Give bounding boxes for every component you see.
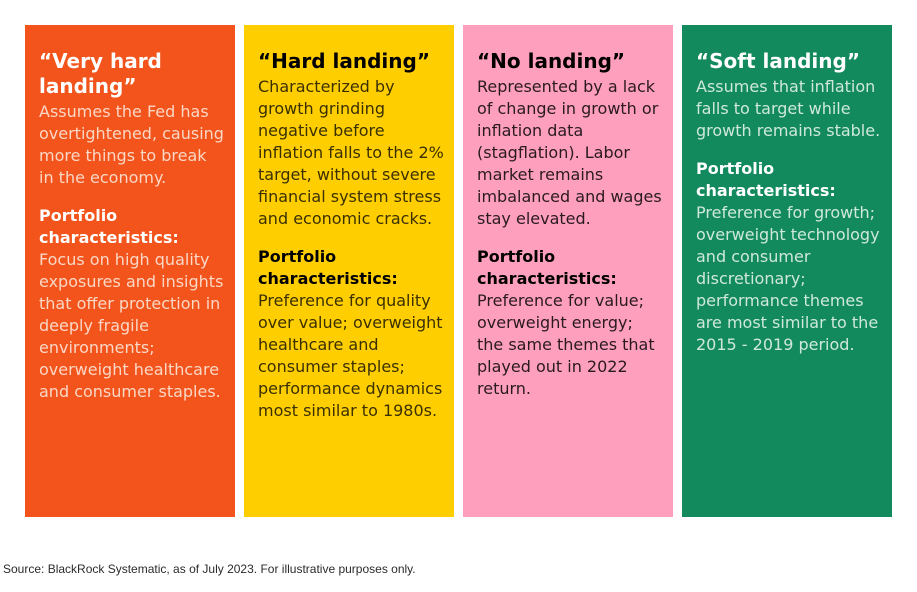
card-no-landing: “No landing” Represented by a lack of ch… <box>463 25 673 517</box>
card-title: “Soft landing” <box>696 49 860 73</box>
portfolio-text: Preference for growth; overweight techno… <box>696 203 880 354</box>
card-title: “No landing” <box>477 49 626 73</box>
scenario-cards: “Very hard landing” Assumes the Fed has … <box>25 25 892 517</box>
portfolio-label: Portfolio characteristics: <box>696 159 836 200</box>
card-title: “Hard landing” <box>258 49 430 73</box>
card-description: Represented by a lack of change in growt… <box>477 77 662 228</box>
card-hard-landing: “Hard landing” Characterized by growth g… <box>244 25 454 517</box>
source-note: Source: BlackRock Systematic, as of July… <box>3 562 416 576</box>
portfolio-text: Preference for value; overweight energy;… <box>477 291 655 398</box>
portfolio-label: Portfolio characteristics: <box>258 247 398 288</box>
card-title: “Very hard landing” <box>39 49 162 98</box>
portfolio-label: Portfolio characteristics: <box>477 247 617 288</box>
card-description: Characterized by growth grinding negativ… <box>258 77 444 228</box>
card-description: Assumes the Fed has overtightened, causi… <box>39 102 224 187</box>
card-soft-landing: “Soft landing” Assumes that inflation fa… <box>682 25 892 517</box>
portfolio-text: Preference for quality over value; overw… <box>258 291 443 420</box>
card-very-hard-landing: “Very hard landing” Assumes the Fed has … <box>25 25 235 517</box>
portfolio-label: Portfolio characteristics: <box>39 206 179 247</box>
portfolio-text: Focus on high quality exposures and insi… <box>39 250 224 401</box>
card-description: Assumes that inflation falls to target w… <box>696 77 881 140</box>
